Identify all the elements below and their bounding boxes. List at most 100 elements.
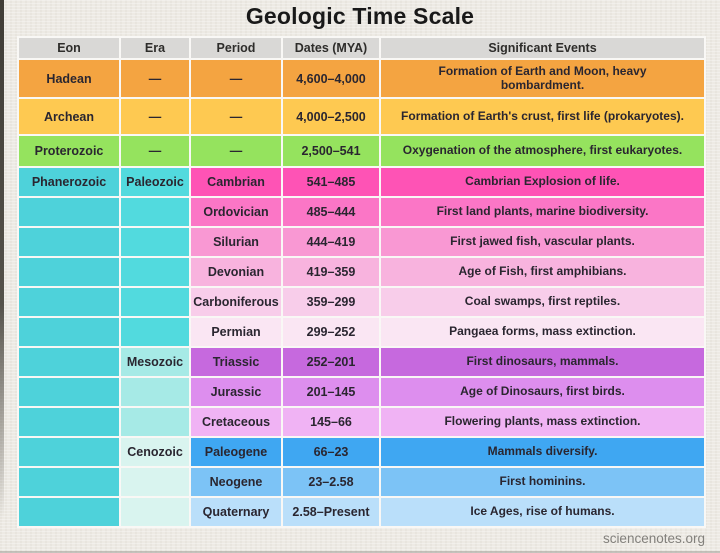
cell-period: — <box>191 136 281 166</box>
cell-eon: Proterozoic <box>19 136 119 166</box>
cell-period: — <box>191 60 281 97</box>
cell-era <box>121 318 189 346</box>
cell-events: Formation of Earth's crust, first life (… <box>381 99 704 134</box>
cell-period: Devonian <box>191 258 281 286</box>
cell-events: Age of Fish, first amphibians. <box>381 258 704 286</box>
cell-events: Pangaea forms, mass extinction. <box>381 318 704 346</box>
cell-events: Coal swamps, first reptiles. <box>381 288 704 316</box>
geologic-time-scale-table: Eon Era Period Dates (MYA) Significant E… <box>17 36 706 528</box>
cell-eon <box>19 318 119 346</box>
header-period: Period <box>191 38 281 58</box>
cell-dates: 541–485 <box>283 168 379 196</box>
cell-dates: 359–299 <box>283 288 379 316</box>
table-row-neogene: Neogene 23–2.58 First hominins. <box>19 468 704 496</box>
table-row-cambrian: Phanerozoic Paleozoic Cambrian 541–485 C… <box>19 168 704 196</box>
cell-eon <box>19 468 119 496</box>
cell-period: Carboniferous <box>191 288 281 316</box>
cell-eon <box>19 258 119 286</box>
cell-eon <box>19 438 119 466</box>
cell-dates: 2,500–541 <box>283 136 379 166</box>
table-row-paleogene: Cenozoic Paleogene 66–23 Mammals diversi… <box>19 438 704 466</box>
cell-era <box>121 498 189 526</box>
cell-period: Ordovician <box>191 198 281 226</box>
cell-era-paleozoic: Paleozoic <box>121 168 189 196</box>
cell-era: — <box>121 136 189 166</box>
cell-era <box>121 198 189 226</box>
cell-eon-phanerozoic: Phanerozoic <box>19 168 119 196</box>
cell-period: Permian <box>191 318 281 346</box>
cell-events: Age of Dinosaurs, first birds. <box>381 378 704 406</box>
cell-period: — <box>191 99 281 134</box>
cell-eon <box>19 348 119 376</box>
table-row-carboniferous: Carboniferous 359–299 Coal swamps, first… <box>19 288 704 316</box>
cell-dates: 2.58–Present <box>283 498 379 526</box>
cell-events: Mammals diversify. <box>381 438 704 466</box>
cell-dates: 23–2.58 <box>283 468 379 496</box>
cell-era <box>121 258 189 286</box>
cell-era: — <box>121 99 189 134</box>
table-row-archean: Archean — — 4,000–2,500 Formation of Ear… <box>19 99 704 134</box>
photo-bottom-edge <box>0 551 720 553</box>
cell-eon <box>19 378 119 406</box>
header-era: Era <box>121 38 189 58</box>
cell-events: First hominins. <box>381 468 704 496</box>
header-dates: Dates (MYA) <box>283 38 379 58</box>
table-row-permian: Permian 299–252 Pangaea forms, mass exti… <box>19 318 704 346</box>
cell-era <box>121 288 189 316</box>
cell-events: First land plants, marine biodiversity. <box>381 198 704 226</box>
cell-dates: 201–145 <box>283 378 379 406</box>
cell-period: Neogene <box>191 468 281 496</box>
cell-period: Silurian <box>191 228 281 256</box>
table-row-triassic: Mesozoic Triassic 252–201 First dinosaur… <box>19 348 704 376</box>
cell-events: Cambrian Explosion of life. <box>381 168 704 196</box>
table-row-ordovician: Ordovician 485–444 First land plants, ma… <box>19 198 704 226</box>
cell-eon <box>19 498 119 526</box>
header-events: Significant Events <box>381 38 704 58</box>
cell-dates: 66–23 <box>283 438 379 466</box>
cell-events: First dinosaurs, mammals. <box>381 348 704 376</box>
cell-eon <box>19 198 119 226</box>
cell-period: Quaternary <box>191 498 281 526</box>
cell-dates: 419–359 <box>283 258 379 286</box>
cell-eon <box>19 228 119 256</box>
cell-events: Formation of Earth and Moon, heavy bomba… <box>381 60 704 97</box>
cell-era <box>121 468 189 496</box>
cell-dates: 145–66 <box>283 408 379 436</box>
table-row-hadean: Hadean — — 4,600–4,000 Formation of Eart… <box>19 60 704 97</box>
table-row-cretaceous: Cretaceous 145–66 Flowering plants, mass… <box>19 408 704 436</box>
cell-dates: 485–444 <box>283 198 379 226</box>
cell-era-cenozoic: Cenozoic <box>121 438 189 466</box>
cell-period: Cretaceous <box>191 408 281 436</box>
cell-dates: 444–419 <box>283 228 379 256</box>
cell-eon <box>19 288 119 316</box>
table-row-quaternary: Quaternary 2.58–Present Ice Ages, rise o… <box>19 498 704 526</box>
cell-era <box>121 378 189 406</box>
cell-dates: 299–252 <box>283 318 379 346</box>
cell-era <box>121 408 189 436</box>
cell-eon <box>19 408 119 436</box>
table-row-jurassic: Jurassic 201–145 Age of Dinosaurs, first… <box>19 378 704 406</box>
cell-events: Ice Ages, rise of humans. <box>381 498 704 526</box>
table-row-silurian: Silurian 444–419 First jawed fish, vascu… <box>19 228 704 256</box>
cell-events: Flowering plants, mass extinction. <box>381 408 704 436</box>
table-row-devonian: Devonian 419–359 Age of Fish, first amph… <box>19 258 704 286</box>
cell-eon: Hadean <box>19 60 119 97</box>
cell-era-mesozoic: Mesozoic <box>121 348 189 376</box>
table-header-row: Eon Era Period Dates (MYA) Significant E… <box>19 38 704 58</box>
cell-events: First jawed fish, vascular plants. <box>381 228 704 256</box>
cell-dates: 252–201 <box>283 348 379 376</box>
cell-eon: Archean <box>19 99 119 134</box>
cell-era: — <box>121 60 189 97</box>
page-title: Geologic Time Scale <box>245 3 475 29</box>
cell-events: Oxygenation of the atmosphere, first euk… <box>381 136 704 166</box>
table-row-proterozoic: Proterozoic — — 2,500–541 Oxygenation of… <box>19 136 704 166</box>
cell-dates: 4,600–4,000 <box>283 60 379 97</box>
header-eon: Eon <box>19 38 119 58</box>
cell-period: Triassic <box>191 348 281 376</box>
photo-left-edge <box>0 0 4 553</box>
cell-period: Cambrian <box>191 168 281 196</box>
source-attribution: sciencenotes.org <box>602 531 705 546</box>
cell-period: Paleogene <box>191 438 281 466</box>
cell-period: Jurassic <box>191 378 281 406</box>
cell-era <box>121 228 189 256</box>
